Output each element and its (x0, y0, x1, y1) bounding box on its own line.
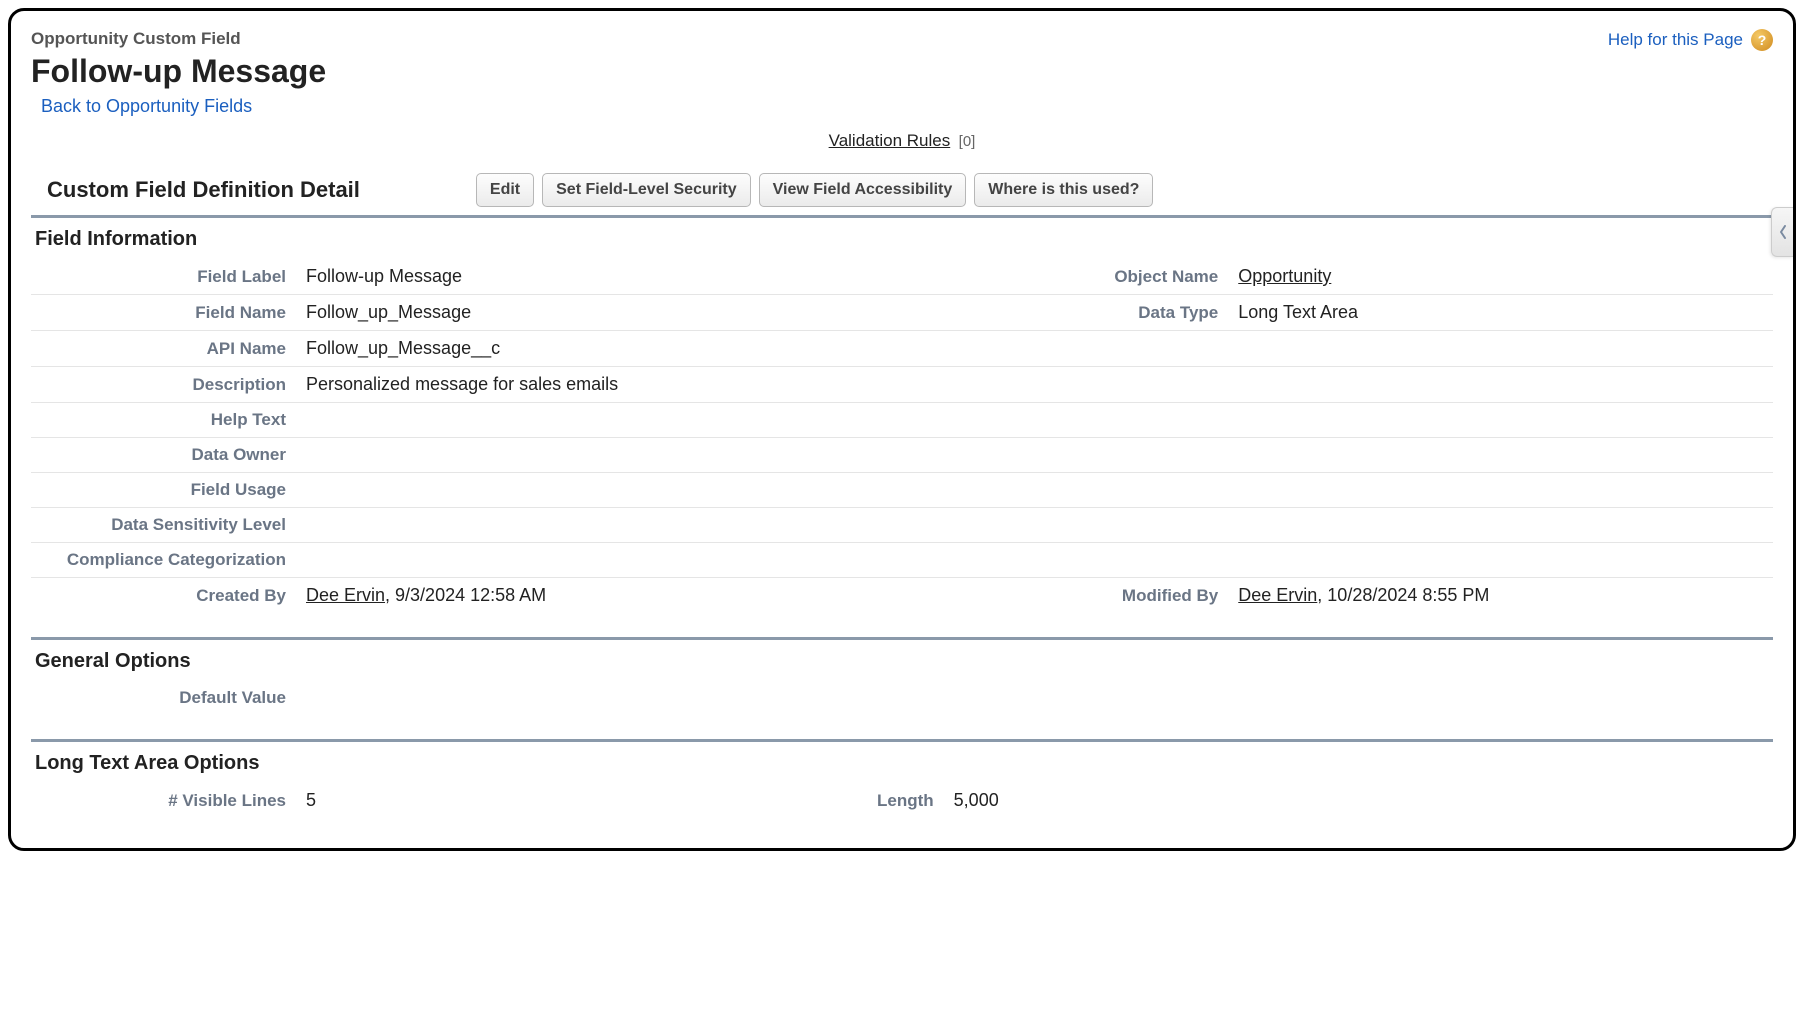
value-field-usage (296, 473, 963, 508)
value-help-text (296, 403, 963, 438)
label-sensitivity: Data Sensitivity Level (31, 508, 296, 543)
lta-options-title: Long Text Area Options (35, 752, 1773, 775)
created-by-user-link[interactable]: Dee Ervin (306, 585, 385, 605)
label-field-label: Field Label (31, 259, 296, 295)
section-divider (31, 637, 1773, 640)
label-data-type: Data Type (963, 295, 1228, 331)
table-row: Field Name Follow_up_Message Data Type L… (31, 295, 1773, 331)
lta-options-table: # Visible Lines 5 Length 5,000 (31, 783, 1773, 818)
table-row: Field Usage (31, 473, 1773, 508)
label-length: Length (679, 783, 944, 818)
button-bar: Edit Set Field-Level Security View Field… (476, 173, 1154, 207)
table-row: # Visible Lines 5 Length 5,000 (31, 783, 1773, 818)
table-row: Data Owner (31, 438, 1773, 473)
label-data-owner: Data Owner (31, 438, 296, 473)
back-link[interactable]: Back to Opportunity Fields (41, 96, 326, 117)
table-row: Default Value (31, 681, 1773, 715)
view-field-accessibility-button[interactable]: View Field Accessibility (759, 173, 967, 207)
section-divider (31, 739, 1773, 742)
field-info-title: Field Information (35, 228, 1773, 251)
section-divider (31, 215, 1773, 218)
title-block: Opportunity Custom Field Follow-up Messa… (31, 29, 326, 117)
value-api-name: Follow_up_Message__c (296, 331, 963, 367)
value-default-value (296, 681, 902, 715)
collapse-panel-tab[interactable] (1771, 207, 1793, 257)
table-row: API Name Follow_up_Message__c (31, 331, 1773, 367)
table-row: Data Sensitivity Level (31, 508, 1773, 543)
object-name-link[interactable]: Opportunity (1238, 266, 1331, 286)
chevron-left-icon (1778, 224, 1788, 240)
label-object-name: Object Name (963, 259, 1228, 295)
breadcrumb: Opportunity Custom Field (31, 29, 326, 49)
table-row: Compliance Categorization (31, 543, 1773, 578)
table-row: Description Personalized message for sal… (31, 367, 1773, 403)
help-icon: ? (1751, 29, 1773, 51)
value-created-by: Dee Ervin, 9/3/2024 12:58 AM (296, 578, 963, 614)
validation-rules-link[interactable]: Validation Rules (829, 131, 951, 150)
label-api-name: API Name (31, 331, 296, 367)
value-visible-lines: 5 (296, 783, 679, 818)
value-object-name: Opportunity (1228, 259, 1773, 295)
modified-by-user-link[interactable]: Dee Ervin (1238, 585, 1317, 605)
page-header: Opportunity Custom Field Follow-up Messa… (31, 29, 1773, 117)
label-description: Description (31, 367, 296, 403)
value-description: Personalized message for sales emails (296, 367, 963, 403)
page-title: Follow-up Message (31, 53, 326, 90)
field-info-table: Field Label Follow-up Message Object Nam… (31, 259, 1773, 613)
created-by-date: , 9/3/2024 12:58 AM (385, 585, 546, 605)
label-field-usage: Field Usage (31, 473, 296, 508)
set-field-level-security-button[interactable]: Set Field-Level Security (542, 173, 751, 207)
help-link-text: Help for this Page (1608, 30, 1743, 50)
value-sensitivity (296, 508, 963, 543)
label-modified-by: Modified By (963, 578, 1228, 614)
general-options-title: General Options (35, 650, 1773, 673)
shortcut-bar: Validation Rules [0] (31, 131, 1773, 151)
validation-rules-count: [0] (959, 133, 976, 150)
label-default-value: Default Value (31, 681, 296, 715)
label-field-name: Field Name (31, 295, 296, 331)
table-row: Created By Dee Ervin, 9/3/2024 12:58 AM … (31, 578, 1773, 614)
label-compliance: Compliance Categorization (31, 543, 296, 578)
page-frame: Opportunity Custom Field Follow-up Messa… (8, 8, 1796, 851)
label-help-text: Help Text (31, 403, 296, 438)
modified-by-date: , 10/28/2024 8:55 PM (1317, 585, 1489, 605)
help-for-page-link[interactable]: Help for this Page ? (1608, 29, 1773, 51)
table-row: Field Label Follow-up Message Object Nam… (31, 259, 1773, 295)
general-options-table: Default Value (31, 681, 1773, 715)
where-is-this-used-button[interactable]: Where is this used? (974, 173, 1153, 207)
value-compliance (296, 543, 963, 578)
edit-button[interactable]: Edit (476, 173, 534, 207)
detail-section-title: Custom Field Definition Detail (47, 177, 360, 203)
label-created-by: Created By (31, 578, 296, 614)
value-field-name: Follow_up_Message (296, 295, 963, 331)
detail-header-row: Custom Field Definition Detail Edit Set … (31, 173, 1773, 207)
label-visible-lines: # Visible Lines (31, 783, 296, 818)
value-length: 5,000 (944, 783, 1773, 818)
value-data-owner (296, 438, 963, 473)
value-modified-by: Dee Ervin, 10/28/2024 8:55 PM (1228, 578, 1773, 614)
table-row: Help Text (31, 403, 1773, 438)
value-data-type: Long Text Area (1228, 295, 1773, 331)
value-field-label: Follow-up Message (296, 259, 963, 295)
